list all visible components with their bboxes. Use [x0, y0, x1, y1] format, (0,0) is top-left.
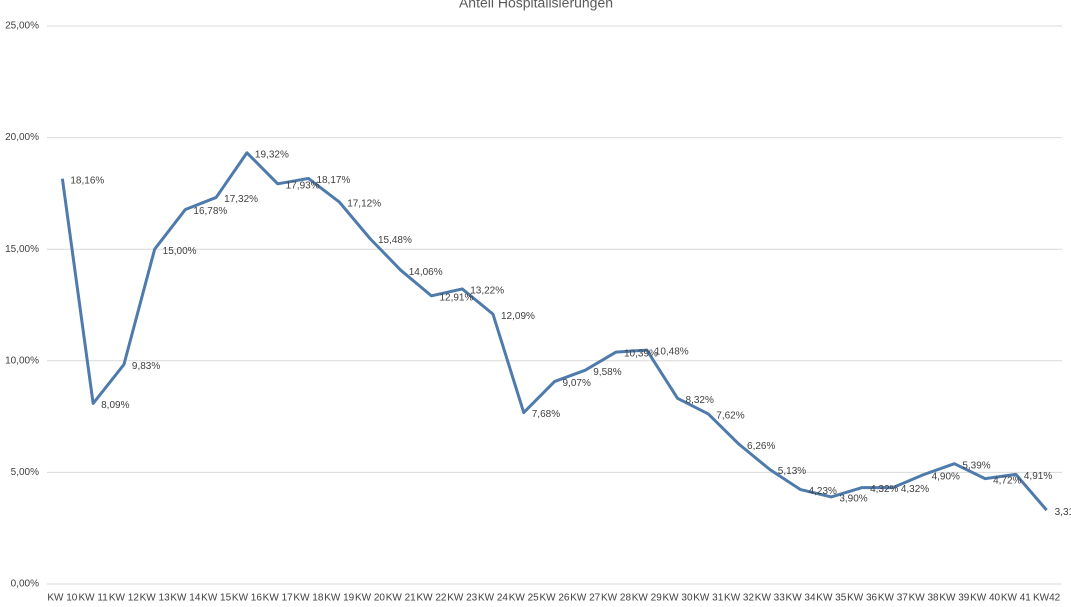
data-label: 4,32% [901, 484, 929, 495]
x-tick-label: KW 39 [939, 593, 969, 604]
x-tick-label: KW 14 [170, 593, 200, 604]
data-label: 10,48% [655, 347, 689, 358]
x-tick-label: KW 27 [570, 593, 600, 604]
x-tick-label: KW 31 [693, 593, 723, 604]
data-label: 8,09% [101, 400, 129, 411]
x-tick-label: KW 20 [355, 593, 385, 604]
data-label: 10,39% [624, 349, 658, 360]
data-label: 5,39% [962, 460, 990, 471]
data-label: 17,12% [347, 199, 381, 210]
x-tick-label: KW 34 [786, 593, 816, 604]
x-tick-label: KW 12 [109, 593, 139, 604]
x-tick-label: KW 16 [232, 593, 262, 604]
x-tick-label: KW 13 [140, 593, 170, 604]
data-label: 3,31% [1055, 507, 1071, 518]
data-label: 17,32% [224, 194, 258, 205]
x-tick-label: KW 11 [78, 593, 108, 604]
x-tick-label: KW 36 [847, 593, 877, 604]
x-tick-label: KW 30 [663, 593, 693, 604]
data-label: 5,13% [778, 466, 806, 477]
data-label: 4,23% [809, 486, 837, 497]
y-tick-label: 15,00% [5, 244, 39, 255]
data-label: 18,16% [70, 175, 104, 186]
y-tick-label: 25,00% [5, 21, 39, 32]
data-label: 4,90% [932, 471, 960, 482]
data-label: 9,07% [563, 378, 591, 389]
x-tick-label: KW 29 [632, 593, 662, 604]
chart-title: Anteil Hospitalisierungen [459, 0, 613, 11]
x-tick-label: KW42 [1033, 593, 1061, 604]
y-tick-label: 10,00% [5, 355, 39, 366]
x-tick-label: KW 17 [263, 593, 293, 604]
data-label: 18,17% [316, 175, 350, 186]
x-tick-label: KW 32 [724, 593, 754, 604]
data-label: 7,62% [716, 411, 744, 422]
data-label: 12,91% [439, 292, 473, 303]
y-tick-label: 5,00% [11, 467, 39, 478]
data-label: 14,06% [409, 267, 443, 278]
data-label: 17,93% [286, 180, 320, 191]
data-label: 3,90% [839, 494, 867, 505]
x-tick-label: KW 21 [386, 593, 416, 604]
data-label: 15,00% [163, 246, 197, 257]
x-tick-label: KW 15 [201, 593, 231, 604]
data-label: 6,26% [747, 441, 775, 452]
x-tick-label: KW 41 [1001, 593, 1031, 604]
data-label: 9,83% [132, 361, 160, 372]
x-tick-label: KW 26 [539, 593, 569, 604]
data-label: 8,32% [686, 395, 714, 406]
x-tick-label: KW 33 [755, 593, 785, 604]
x-tick-label: KW 38 [909, 593, 939, 604]
x-tick-label: KW 18 [293, 593, 323, 604]
data-label: 9,58% [593, 367, 621, 378]
data-label: 13,22% [470, 286, 504, 297]
x-tick-label: KW 35 [816, 593, 846, 604]
y-tick-label: 0,00% [11, 579, 39, 590]
x-tick-label: KW 40 [970, 593, 1000, 604]
data-label: 4,91% [1024, 471, 1052, 482]
data-label: 19,32% [255, 149, 289, 160]
data-label: 7,68% [532, 409, 560, 420]
data-label: 4,32% [870, 484, 898, 495]
x-tick-label: KW 25 [509, 593, 539, 604]
data-label: 12,09% [501, 311, 535, 322]
data-label: 16,78% [193, 206, 227, 217]
x-tick-label: KW 19 [324, 593, 354, 604]
data-line [60, 151, 1048, 512]
data-label: 15,48% [378, 235, 412, 246]
x-tick-label: KW 10 [47, 593, 77, 604]
data-label: 4,72% [993, 475, 1021, 486]
y-tick-label: 20,00% [5, 132, 39, 143]
x-tick-label: KW 22 [416, 593, 446, 604]
x-tick-label: KW 23 [447, 593, 477, 604]
x-tick-label: KW 24 [478, 593, 508, 604]
x-tick-label: KW 37 [878, 593, 908, 604]
x-tick-label: KW 28 [601, 593, 631, 604]
